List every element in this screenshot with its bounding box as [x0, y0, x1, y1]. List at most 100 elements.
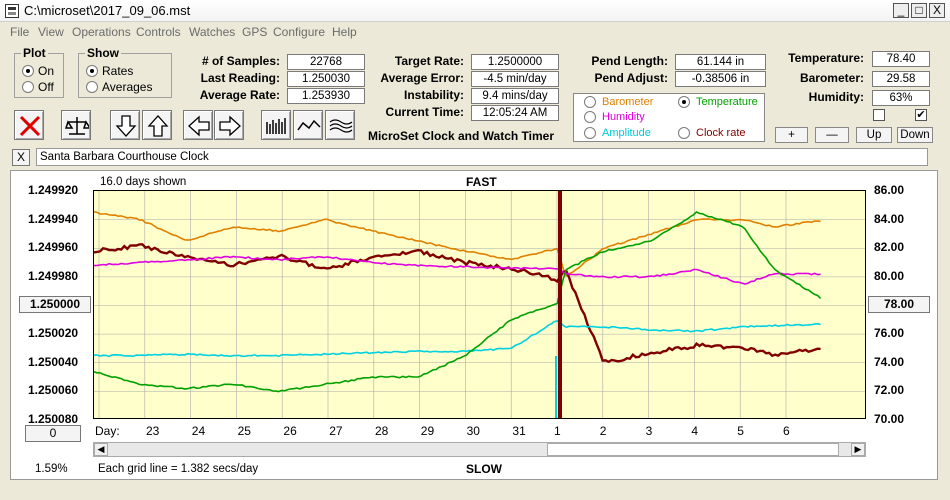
down-arrow-button[interactable] [110, 110, 140, 140]
y-left-tick: 1.249920 [28, 183, 79, 197]
up-arrow-button[interactable] [142, 110, 172, 140]
menu-file[interactable]: File [10, 25, 30, 39]
radio-indicator [22, 65, 34, 77]
legend-temperature[interactable]: Temperature [678, 96, 758, 108]
bars-view-button[interactable] [261, 110, 291, 140]
radio-indicator [584, 111, 596, 123]
minimize-button[interactable]: _ [893, 3, 909, 18]
legend-clock-rate[interactable]: Clock rate [678, 127, 746, 139]
radio-indicator [678, 96, 690, 108]
left-checkbox[interactable] [873, 109, 885, 121]
last-reading-label: Last Reading: [200, 71, 280, 85]
show-group: Show [78, 46, 172, 98]
pend-length-label: Pend Length: [591, 54, 668, 68]
barometer-value: 29.58 [872, 71, 930, 87]
legend-barometer-label: Barometer [602, 96, 654, 108]
stop-button[interactable] [14, 110, 44, 140]
x-day-tick: 1 [554, 424, 561, 438]
x-day-tick: 24 [191, 424, 206, 438]
menu-view[interactable]: View [38, 25, 64, 39]
arrow-up-icon [147, 115, 169, 137]
plot-on-radio[interactable]: On [22, 64, 54, 78]
y-right-tick: 72.00 [874, 383, 905, 398]
legend-humidity[interactable]: Humidity [584, 111, 645, 123]
menu-configure[interactable]: Configure [273, 25, 326, 39]
series-line-humidity [94, 255, 821, 285]
plus-button[interactable]: + [775, 127, 808, 143]
x-day-tick: 29 [420, 424, 435, 438]
radio-indicator [86, 65, 98, 77]
last-reading-value: 1.250030 [287, 71, 365, 87]
show-group-title: Show [85, 46, 121, 60]
minus-button[interactable]: — [815, 127, 849, 143]
pend-adjust-value: -0.38506 in [675, 71, 766, 87]
plot-group-title: Plot [21, 46, 48, 60]
line-view-button[interactable] [293, 110, 323, 140]
x-day-tick: 3 [645, 424, 653, 438]
scroll-left-arrow[interactable]: ◀ [94, 443, 108, 456]
temperature-label: Temperature: [788, 51, 864, 65]
humidity-value: 63% [872, 90, 930, 106]
right-arrow-button[interactable] [214, 110, 244, 140]
series-line-temperature [94, 211, 822, 393]
menu-help[interactable]: Help [332, 25, 357, 39]
x-day-tick: 31 [512, 424, 526, 438]
title-bar: C:\microset\2017_09_06.mst _ □ X [0, 0, 950, 22]
current-time-value: 12:05:24 AM [471, 105, 559, 121]
x-day-tick: 4 [691, 424, 699, 438]
arrow-left-icon [188, 115, 210, 137]
instability-label: Instability: [403, 88, 464, 102]
radio-indicator [584, 127, 596, 139]
fast-label: FAST [466, 175, 497, 189]
scroll-thumb[interactable] [547, 443, 839, 456]
scroll-right-arrow[interactable]: ▶ [851, 443, 865, 456]
show-averages-radio[interactable]: Averages [86, 80, 152, 94]
legend-amplitude[interactable]: Amplitude [584, 127, 651, 139]
samples-value: 22768 [287, 54, 365, 70]
radio-indicator [86, 81, 98, 93]
series-line-clock-rate [94, 243, 821, 364]
y-left-tick: 1.250020 [28, 326, 79, 341]
average-rate-label: Average Rate: [199, 88, 280, 102]
menu-bar: File View Operations Controls Watches GP… [0, 22, 950, 42]
smooth-waves-icon [329, 119, 353, 133]
legend-humidity-label: Humidity [602, 111, 645, 123]
series-line-barometer [94, 210, 821, 278]
legend-temperature-label: Temperature [696, 96, 758, 108]
menu-operations[interactable]: Operations [72, 25, 131, 39]
y-left-tick: 1.249980 [28, 268, 79, 283]
bar-lines-icon [266, 118, 286, 134]
clock-name-field[interactable]: Santa Barbara Courthouse Clock [36, 148, 928, 166]
x-day-tick: 5 [737, 424, 744, 438]
close-button[interactable]: X [929, 3, 945, 18]
down-button[interactable]: Down [897, 127, 933, 143]
right-checkbox[interactable]: ✔ [915, 109, 927, 121]
show-rates-radio[interactable]: Rates [86, 64, 133, 78]
up-button[interactable]: Up [856, 127, 892, 143]
horizontal-scrollbar[interactable]: ◀ ▶ [93, 442, 866, 457]
average-error-value: -4.5 min/day [471, 71, 559, 87]
plot-area[interactable] [93, 190, 866, 419]
y-right-tick: 70.00 [874, 412, 905, 426]
maximize-button[interactable]: □ [911, 3, 927, 18]
radio-indicator [584, 96, 596, 108]
series-line-amplitude [94, 320, 821, 358]
center-rate-button[interactable]: 1.250000 [19, 296, 91, 313]
balance-button[interactable] [61, 110, 91, 140]
menu-controls[interactable]: Controls [136, 25, 181, 39]
y-left-tick: 1.250060 [28, 383, 79, 398]
menu-watches[interactable]: Watches [189, 25, 236, 39]
current-time-label: Current Time: [385, 105, 464, 119]
y-right-tick: 80.00 [874, 268, 905, 283]
plot-off-radio[interactable]: Off [22, 80, 54, 94]
pend-length-value: 61.144 in [675, 54, 766, 70]
clear-name-button[interactable]: X [12, 149, 30, 166]
legend-barometer[interactable]: Barometer [584, 96, 653, 108]
offset-button[interactable]: 0 [25, 425, 81, 442]
center-temp-button[interactable]: 78.00 [868, 296, 930, 313]
window-title: C:\microset\2017_09_06.mst [24, 3, 191, 18]
smooth-view-button[interactable] [325, 110, 355, 140]
menu-gps[interactable]: GPS [242, 25, 268, 39]
left-arrow-button[interactable] [183, 110, 213, 140]
y-left-tick: 1.249960 [28, 240, 79, 255]
